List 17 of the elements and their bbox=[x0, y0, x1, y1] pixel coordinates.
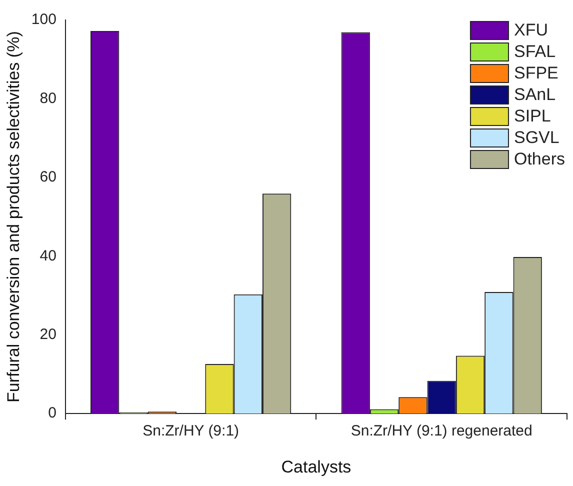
y-axis-title: Furfural conversion and products selectivities (%) bbox=[4, 31, 23, 402]
legend-label: XFU bbox=[514, 20, 548, 40]
y-tick-label: 60 bbox=[40, 168, 56, 186]
legend-label: SGVL bbox=[514, 128, 560, 148]
x-tick-label: Sn:Zr/HY (9:1) regenerated bbox=[350, 422, 532, 440]
y-tick-label: 40 bbox=[40, 247, 56, 264]
y-tick-label: 80 bbox=[40, 90, 56, 107]
x-axis-title: Catalysts bbox=[281, 457, 352, 476]
y-tick-label: 20 bbox=[40, 326, 56, 344]
y-tick-label: 0 bbox=[48, 404, 56, 422]
legend-label: SAnL bbox=[514, 85, 556, 104]
x-tick-label: Sn:Zr/HY (9:1) bbox=[142, 422, 240, 440]
legend-label: SIPL bbox=[514, 106, 551, 126]
legend-label: Others bbox=[514, 150, 566, 169]
y-tick-label: 100 bbox=[31, 11, 56, 28]
legend-label: SFAL bbox=[514, 42, 556, 62]
legend-label: SFPE bbox=[514, 64, 558, 83]
